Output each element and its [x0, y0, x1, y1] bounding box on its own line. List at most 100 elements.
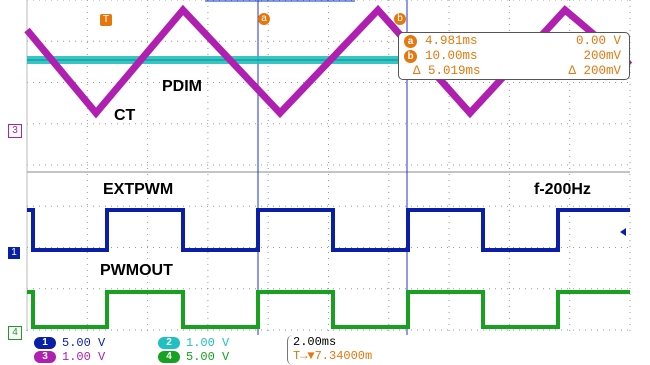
grid-dot — [207, 164, 208, 166]
grid-dot — [508, 252, 510, 253]
grid-dot — [471, 164, 472, 166]
grid-dot — [405, 288, 406, 290]
grid-dot — [477, 288, 478, 290]
grid-dot — [99, 82, 100, 83]
grid-dot — [507, 82, 508, 83]
cursor-a-marker[interactable]: a — [258, 13, 270, 25]
grid-dot — [165, 205, 166, 207]
grid-dot — [363, 123, 364, 125]
grid-dot — [537, 205, 538, 207]
ch2-scale[interactable]: 2 1.00 V — [158, 336, 229, 350]
ch3-scale[interactable]: 3 1.00 V — [34, 350, 105, 364]
grid-dot — [147, 120, 149, 121]
trigger-position-marker[interactable]: T — [100, 14, 112, 26]
grid-dot — [328, 156, 329, 157]
ch3-badge: 3 — [34, 350, 56, 363]
grid-dot — [207, 138, 209, 139]
grid-dot — [629, 168, 631, 169]
grid-dot — [303, 123, 304, 125]
grid-dot — [448, 330, 450, 331]
grid-dot — [297, 288, 298, 290]
ch3-ground-marker[interactable]: 3 — [8, 124, 22, 138]
grid-dot — [303, 0, 304, 1]
grid-dot — [591, 164, 592, 166]
grid-dot — [86, 264, 88, 265]
grid-dot — [207, 162, 209, 163]
grid-dot — [87, 247, 88, 248]
grid-dot — [525, 288, 526, 290]
grid-dot — [207, 300, 209, 301]
ch2-badge: 2 — [158, 336, 180, 349]
grid-dot — [201, 40, 202, 42]
grid-dot — [513, 0, 514, 1]
grid-dot — [351, 205, 352, 207]
grid-dot — [507, 247, 508, 248]
grid-dot — [579, 0, 580, 1]
timebase-panel[interactable]: 2.00ms T→▼7.34000m — [287, 335, 372, 365]
grid-dot — [411, 205, 412, 207]
grid-dot — [93, 205, 94, 207]
frequency-label: f-200Hz — [534, 181, 591, 198]
grid-dot — [177, 82, 178, 83]
grid-dot — [508, 300, 510, 301]
grid-dot — [579, 164, 580, 166]
grid-dot — [267, 240, 269, 241]
grid-dot — [369, 82, 370, 83]
grid-dot — [399, 329, 400, 331]
grid-dot — [507, 0, 508, 1]
grid-dot — [531, 0, 532, 1]
grid-dot — [411, 82, 412, 83]
grid-dot — [375, 205, 376, 207]
grid-dot — [147, 96, 149, 97]
grid-dot — [147, 150, 149, 151]
grid-dot — [279, 164, 280, 166]
grid-dot — [423, 288, 424, 290]
ch4-scale[interactable]: 4 5.00 V — [158, 350, 229, 364]
grid-dot — [531, 247, 532, 248]
grid-dot — [339, 40, 340, 42]
grid-dot — [249, 0, 250, 1]
grid-dot — [561, 288, 562, 290]
ch1-scale[interactable]: 1 5.00 V — [34, 336, 105, 350]
cursor-b-marker[interactable]: b — [394, 13, 406, 25]
grid-dot — [345, 288, 346, 290]
grid-dot — [86, 120, 88, 121]
grid-dot — [363, 205, 364, 207]
grid-dot — [483, 123, 484, 125]
grid-dot — [86, 270, 88, 271]
grid-dot — [629, 192, 631, 193]
grid-dot — [507, 288, 508, 290]
grid-dot — [508, 246, 510, 247]
grid-dot — [333, 164, 334, 166]
grid-dot — [141, 288, 142, 290]
grid-dot — [279, 40, 280, 42]
grid-dot — [543, 247, 544, 248]
grid-dot — [327, 247, 328, 248]
grid-dot — [465, 82, 466, 83]
grid-dot — [629, 222, 631, 223]
grid-dot — [86, 156, 88, 157]
grid-dot — [399, 0, 400, 1]
grid-dot — [507, 123, 508, 125]
grid-dot — [147, 108, 149, 109]
grid-dot — [328, 282, 329, 283]
grid-dot — [381, 40, 382, 42]
grid-dot — [328, 84, 329, 85]
grid-dot — [388, 180, 390, 181]
grid-dot — [213, 329, 214, 331]
grid-dot — [111, 123, 112, 125]
grid-dot — [171, 164, 172, 166]
ch1-ground-marker[interactable]: 1 — [8, 247, 20, 259]
grid-dot — [435, 247, 436, 248]
grid-dot — [629, 324, 631, 325]
grid-dot — [448, 174, 450, 175]
grid-dot — [147, 40, 148, 42]
grid-dot — [495, 0, 496, 1]
grid-dot — [388, 294, 390, 295]
grid-dot — [388, 42, 390, 43]
ch4-ground-marker[interactable]: 4 — [8, 326, 22, 340]
grid-dot — [621, 205, 622, 207]
grid-dot — [159, 329, 160, 331]
grid-dot — [507, 329, 508, 331]
grid-dot — [93, 329, 94, 331]
